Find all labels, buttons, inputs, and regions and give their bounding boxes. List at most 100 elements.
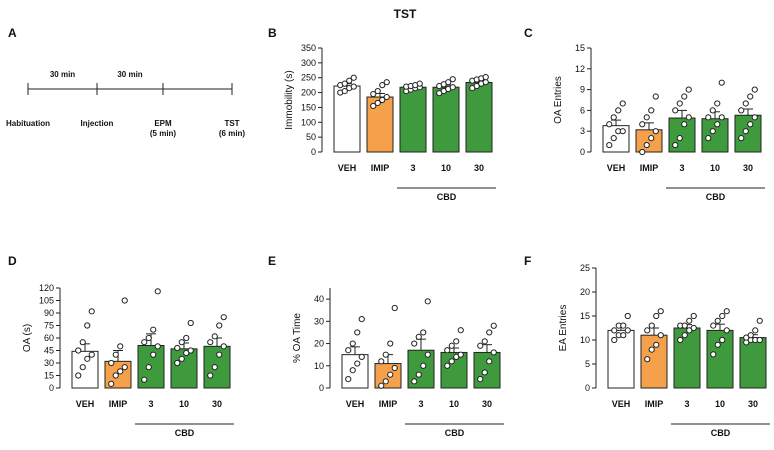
data-point: [719, 312, 726, 320]
data-point: [615, 107, 622, 114]
y-tick-label: 300: [301, 58, 316, 68]
data-point: [486, 329, 493, 336]
bar-30: [465, 81, 493, 153]
data-point: [387, 371, 394, 378]
data-point: [453, 338, 460, 345]
category-label: 30: [212, 399, 222, 409]
data-point: [648, 346, 655, 353]
data-point: [174, 359, 181, 367]
data-point: [676, 135, 683, 142]
data-point: [685, 86, 692, 93]
data-point: [349, 340, 356, 347]
data-point: [719, 336, 726, 344]
y-tick-label: 100: [301, 117, 316, 127]
data-point: [108, 380, 115, 387]
data-point: [207, 372, 214, 379]
y-tick-label: 50: [306, 132, 316, 142]
y-tick-label: 0: [580, 147, 585, 157]
data-point: [216, 322, 223, 329]
data-point: [411, 378, 418, 385]
data-point: [486, 358, 493, 365]
category-label: 10: [710, 163, 720, 173]
timeline-event-label: (6 min): [219, 129, 246, 138]
data-point: [639, 121, 646, 128]
y-tick-label: 90: [44, 308, 54, 318]
data-point: [382, 378, 389, 385]
bar-30: [734, 114, 762, 153]
category-label: VEH: [338, 163, 357, 173]
category-label: 30: [748, 399, 758, 409]
data-point: [391, 304, 398, 312]
data-point: [207, 339, 214, 346]
data-point: [606, 121, 613, 128]
category-label: VEH: [612, 399, 631, 409]
category-label: VEH: [346, 399, 365, 409]
data-point: [652, 128, 659, 135]
data-point: [187, 347, 194, 354]
y-tick-label: 75: [44, 321, 54, 331]
data-point: [648, 322, 655, 329]
data-point: [705, 114, 712, 121]
data-point: [350, 74, 357, 81]
category-label: 3: [679, 163, 684, 173]
category-label: 3: [148, 399, 153, 409]
data-point: [150, 351, 157, 358]
data-point: [220, 343, 227, 350]
category-label: IMIP: [371, 163, 390, 173]
data-point: [610, 135, 617, 142]
data-point: [145, 334, 152, 342]
data-point: [681, 93, 688, 100]
y-tick-label: 60: [44, 333, 54, 343]
data-point: [349, 367, 356, 374]
data-point: [747, 93, 754, 100]
data-point: [751, 114, 758, 121]
data-point: [178, 339, 185, 346]
data-point: [411, 340, 418, 347]
data-point: [383, 79, 390, 86]
y-tick-label: 15: [575, 43, 585, 53]
data-point: [653, 341, 660, 348]
data-point: [154, 288, 161, 295]
category-label: 10: [441, 163, 451, 173]
data-point: [121, 297, 128, 304]
data-point: [482, 79, 489, 86]
data-point: [374, 99, 381, 107]
data-point: [415, 371, 422, 378]
data-point: [178, 355, 185, 362]
y-tick-label: 20: [314, 339, 324, 349]
data-point: [121, 364, 128, 371]
data-point: [619, 100, 626, 107]
data-point: [424, 351, 431, 358]
category-label: IMIP: [640, 163, 659, 173]
data-point: [75, 347, 82, 354]
data-point: [653, 312, 660, 320]
y-tick-label: 10: [580, 335, 590, 345]
data-point: [681, 332, 688, 339]
group-label: CBD: [175, 428, 195, 438]
y-tick-label: 40: [314, 294, 324, 304]
data-point: [690, 324, 697, 332]
data-point: [117, 368, 124, 375]
panel-letter: A: [8, 26, 17, 40]
category-label: IMIP: [645, 399, 664, 409]
timeline-interval-label: 30 min: [50, 70, 75, 79]
y-tick-label: 0: [311, 147, 316, 157]
data-point: [341, 80, 348, 87]
y-tick-label: 15: [44, 371, 54, 381]
data-point: [738, 107, 745, 114]
data-point: [112, 351, 119, 358]
y-tick-label: 3: [580, 126, 585, 136]
data-point: [117, 343, 124, 350]
data-point: [686, 317, 693, 324]
y-tick-label: 120: [39, 283, 54, 293]
data-point: [358, 353, 365, 360]
y-tick-label: 30: [314, 316, 324, 326]
data-point: [448, 358, 455, 365]
data-point: [449, 84, 456, 91]
y-tick-label: 45: [44, 346, 54, 356]
data-point: [690, 312, 697, 320]
data-point: [415, 333, 422, 340]
data-point: [742, 128, 749, 135]
